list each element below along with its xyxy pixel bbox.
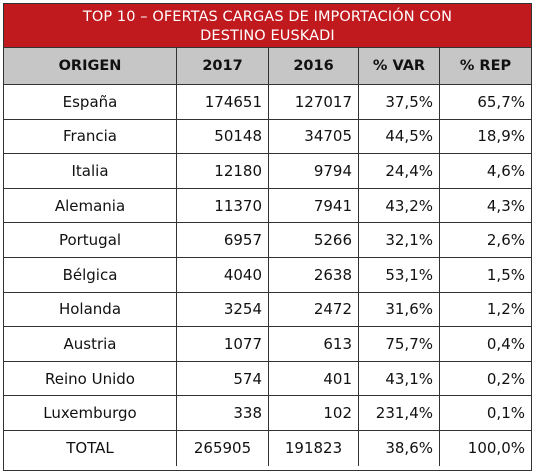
table-title: TOP 10 – OFERTAS CARGAS DE IMPORTACIÓN C… <box>4 4 531 48</box>
cell-origen: Alemania <box>4 188 177 223</box>
cell-2016: 102 <box>269 396 359 430</box>
cell-origen: España <box>4 85 177 119</box>
cell-rep: 1,2% <box>486 300 525 319</box>
cell-2017: 4040 <box>177 257 269 292</box>
table-row: Bélgica 4040 2638 53,1% 1,5% <box>4 257 531 293</box>
header-rep: % REP <box>459 58 512 74</box>
cell-origen: Bélgica <box>4 257 177 292</box>
header-origen: ORIGEN <box>4 48 177 84</box>
cell-var: 44,5% <box>359 119 440 154</box>
cell-origen: Reino Unido <box>4 361 177 396</box>
cell-rep: 4,3% <box>486 196 525 215</box>
cell-origen: Austria <box>4 327 177 361</box>
header-row: ORIGEN 2017 2016 % VAR % REP <box>4 48 531 85</box>
table-row: Holanda 3254 2472 31,6% 1,2% <box>4 292 531 328</box>
cell-origen: Italia <box>4 154 177 188</box>
cell-2017: 265905 <box>177 430 269 466</box>
table-row: Luxemburgo 338 102 231,4% 0,1% <box>4 396 531 431</box>
cell-rep: 18,9% <box>477 127 525 146</box>
cell-var: 53,1% <box>359 257 440 292</box>
table-row: España 174651 127017 37,5% 65,7% <box>4 85 531 120</box>
cell-var: 37,5% <box>359 85 440 119</box>
cell-var: 32,1% <box>359 223 440 257</box>
import-offers-table: TOP 10 – OFERTAS CARGAS DE IMPORTACIÓN C… <box>3 3 532 471</box>
cell-2016: 5266 <box>269 223 359 257</box>
cell-rep: 1,5% <box>486 265 525 284</box>
cell-2016: 7941 <box>269 188 359 223</box>
cell-var: 31,6% <box>359 292 440 327</box>
cell-var: 75,7% <box>359 327 440 361</box>
cell-2016: 613 <box>269 327 359 361</box>
cell-2017: 50148 <box>177 119 269 154</box>
cell-2016: 34705 <box>269 119 359 154</box>
cell-2016: 9794 <box>269 154 359 188</box>
table-title-line-2: DESTINO EUSKADI <box>200 28 335 44</box>
cell-2016: 191823 <box>269 430 359 466</box>
table-row: Italia 12180 9794 24,4% 4,6% <box>4 154 531 189</box>
cell-2016: 2472 <box>269 292 359 327</box>
cell-2017: 338 <box>177 396 269 430</box>
cell-2017: 3254 <box>177 292 269 327</box>
cell-origen: Portugal <box>4 223 177 257</box>
cell-var: 43,1% <box>359 361 440 396</box>
cell-2017: 6957 <box>177 223 269 257</box>
cell-rep: 4,6% <box>486 161 525 180</box>
cell-var: 231,4% <box>359 396 440 430</box>
cell-2016: 127017 <box>269 85 359 119</box>
header-2016: 2016 <box>269 48 359 84</box>
cell-var: 38,6% <box>359 430 440 466</box>
cell-rep: 0,1% <box>486 404 525 423</box>
cell-2017: 174651 <box>177 85 269 119</box>
total-row: TOTAL 265905 191823 38,6% 100,0% <box>4 430 531 466</box>
cell-rep: 0,2% <box>486 369 525 388</box>
cell-origen: Luxemburgo <box>4 396 177 430</box>
table-row: Portugal 6957 5266 32,1% 2,6% <box>4 223 531 258</box>
table-row: Reino Unido 574 401 43,1% 0,2% <box>4 361 531 397</box>
cell-2017: 11370 <box>177 188 269 223</box>
table-row: Francia 50148 34705 44,5% 18,9% <box>4 119 531 155</box>
cell-var: 24,4% <box>359 154 440 188</box>
cell-rep: 100,0% <box>467 439 525 458</box>
cell-rep: 2,6% <box>486 231 525 250</box>
cell-var: 43,2% <box>359 188 440 223</box>
cell-2017: 1077 <box>177 327 269 361</box>
cell-2016: 2638 <box>269 257 359 292</box>
table-row: Alemania 11370 7941 43,2% 4,3% <box>4 188 531 224</box>
cell-rep: 65,7% <box>477 92 525 111</box>
cell-origen: TOTAL <box>4 430 177 466</box>
table-body: España 174651 127017 37,5% 65,7% Francia… <box>4 85 531 466</box>
cell-origen: Francia <box>4 119 177 154</box>
cell-2017: 12180 <box>177 154 269 188</box>
header-var: % VAR <box>359 48 440 84</box>
header-2017: 2017 <box>177 48 269 84</box>
table-title-line-1: TOP 10 – OFERTAS CARGAS DE IMPORTACIÓN C… <box>82 9 453 25</box>
table-row: Austria 1077 613 75,7% 0,4% <box>4 327 531 362</box>
cell-rep: 0,4% <box>486 334 525 353</box>
cell-origen: Holanda <box>4 292 177 327</box>
cell-2017: 574 <box>177 361 269 396</box>
cell-2016: 401 <box>269 361 359 396</box>
